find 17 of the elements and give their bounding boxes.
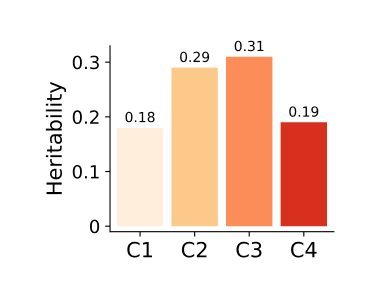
x-tick-label: C3 <box>236 242 262 258</box>
bar <box>116 128 164 226</box>
bar <box>171 68 218 226</box>
bar <box>226 56 272 226</box>
y-tick-label: 0.1 <box>72 164 99 179</box>
x-tick-label: C1 <box>127 242 152 258</box>
y-tick-label: 0.2 <box>72 110 99 124</box>
data-label: 0.31 <box>234 40 264 52</box>
x-tick-label: C2 <box>182 242 206 258</box>
x-tick-label: C4 <box>291 242 317 258</box>
data-label: 0.18 <box>126 112 155 122</box>
y-tick-label: 0 <box>90 220 100 234</box>
bar <box>280 122 328 226</box>
y-axis-title: Heritability <box>46 82 66 194</box>
y-tick-label: 0.3 <box>72 56 99 70</box>
data-label: 0.29 <box>180 52 210 62</box>
data-label: 0.19 <box>289 106 318 117</box>
